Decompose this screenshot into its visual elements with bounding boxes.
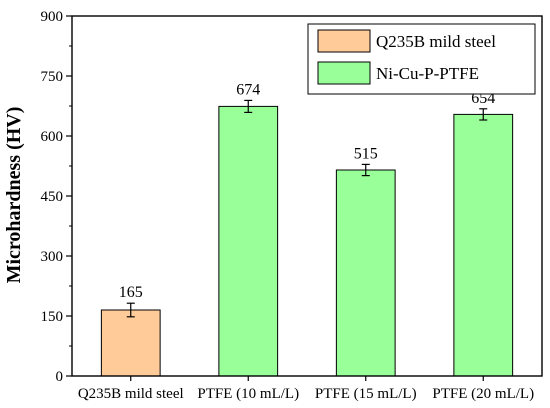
- y-tick-label-600: 600: [41, 129, 64, 145]
- data-label-0: 165: [119, 284, 143, 301]
- bar-2: [335, 169, 396, 377]
- x-tick-label-3: PTFE (20 mL/L): [432, 386, 534, 402]
- y-tick-label-750: 750: [41, 69, 64, 85]
- y-ticks-group: 0 150 300 450 600 750 900: [41, 9, 72, 385]
- legend-swatch-0: [317, 29, 371, 53]
- bar-0: [100, 309, 161, 377]
- legend-swatch-1: [317, 61, 371, 85]
- y-axis-title: Microhardness (HV): [3, 107, 25, 284]
- plot-frame: [71, 15, 543, 377]
- legend-label-0: Q235B mild steel: [376, 32, 496, 51]
- y-tick-label-450: 450: [41, 189, 64, 205]
- x-ticks-group: Q235B mild steel PTFE (10 mL/L) PTFE (15 m…: [78, 376, 534, 402]
- x-tick-label-2: PTFE (15 mL/L): [315, 386, 417, 402]
- y-tick-label-900: 900: [41, 9, 64, 25]
- legend: Q235B mild steel Ni-Cu-P-PTFE: [307, 23, 536, 95]
- data-label-1: 674: [236, 81, 260, 98]
- y-tick-label-150: 150: [41, 309, 64, 325]
- data-label-2: 515: [354, 145, 378, 162]
- bar-1: [218, 105, 279, 377]
- y-tick-label-300: 300: [41, 249, 64, 265]
- x-tick-label-0: Q235B mild steel: [78, 386, 184, 402]
- legend-label-1: Ni-Cu-P-PTFE: [376, 64, 479, 83]
- x-tick-label-1: PTFE (10 mL/L): [197, 386, 299, 402]
- bar-3: [453, 113, 514, 377]
- y-tick-label-0: 0: [56, 369, 64, 385]
